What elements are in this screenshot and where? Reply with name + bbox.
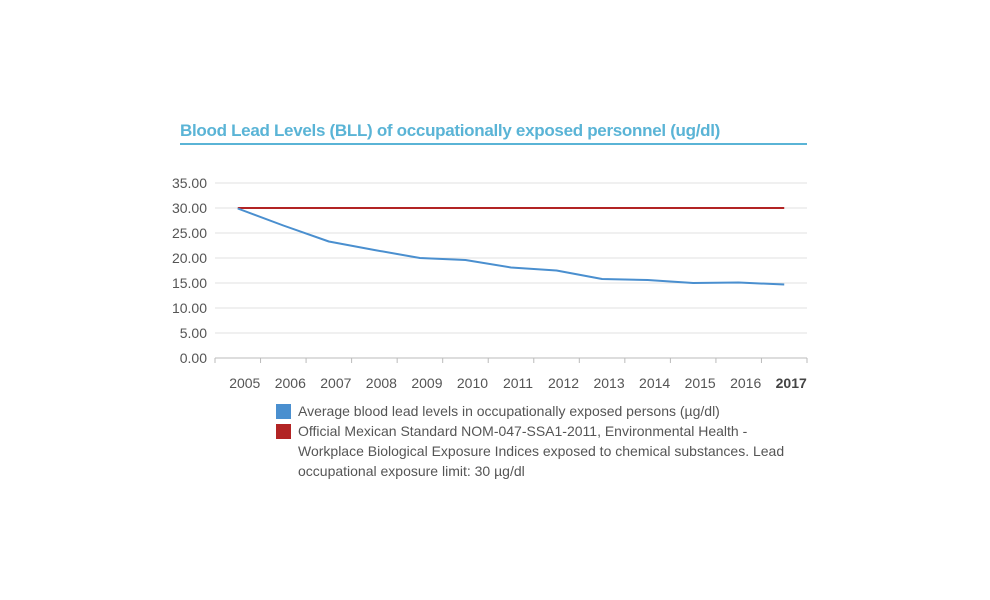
series-lines [237, 207, 785, 286]
x-axis: 2005 2006 2007 2008 2009 2010 2011 2012 2013 2014… [214, 358, 808, 391]
x-tick-label: 2016 [730, 375, 761, 391]
chart-title: Blood Lead Levels (BLL) of occupationall… [180, 121, 721, 140]
x-tick-label: 2013 [593, 375, 624, 391]
x-tick-label: 2010 [457, 375, 488, 391]
series-line-average [237, 207, 785, 286]
x-tick-label: 2014 [639, 375, 670, 391]
y-tick-label: 15.00 [172, 275, 207, 291]
y-tick-label: 35.00 [172, 175, 207, 191]
legend-label-standard: Official Mexican Standard NOM-047-SSA1-2… [298, 423, 785, 479]
x-tick-label: 2017 [776, 375, 807, 391]
x-tick-label: 2012 [548, 375, 579, 391]
legend-item-standard: Official Mexican Standard NOM-047-SSA1-2… [276, 421, 816, 481]
legend: Average blood lead levels in occupationa… [276, 401, 816, 481]
y-tick-label: 25.00 [172, 225, 207, 241]
legend-item-average: Average blood lead levels in occupationa… [276, 401, 816, 421]
x-tick-label: 2005 [229, 375, 260, 391]
x-tick-label: 2007 [320, 375, 351, 391]
y-tick-label: 5.00 [180, 325, 207, 341]
gridlines [215, 182, 807, 359]
x-tick-label: 2015 [685, 375, 716, 391]
y-tick-label: 0.00 [180, 350, 207, 366]
legend-swatch-average [276, 404, 291, 419]
title-underline [180, 143, 807, 145]
y-tick-label: 30.00 [172, 200, 207, 216]
y-axis-ticks: 0.00 5.00 10.00 15.00 20.00 25.00 30.00 35.00 [172, 175, 207, 366]
legend-label-average: Average blood lead levels in occupationa… [298, 403, 720, 419]
legend-swatch-standard [276, 424, 291, 439]
x-tick-label: 2009 [411, 375, 442, 391]
y-tick-label: 10.00 [172, 300, 207, 316]
y-tick-label: 20.00 [172, 250, 207, 266]
x-tick-label: 2011 [503, 375, 533, 391]
x-tick-label: 2006 [275, 375, 306, 391]
x-tick-label: 2008 [366, 375, 397, 391]
